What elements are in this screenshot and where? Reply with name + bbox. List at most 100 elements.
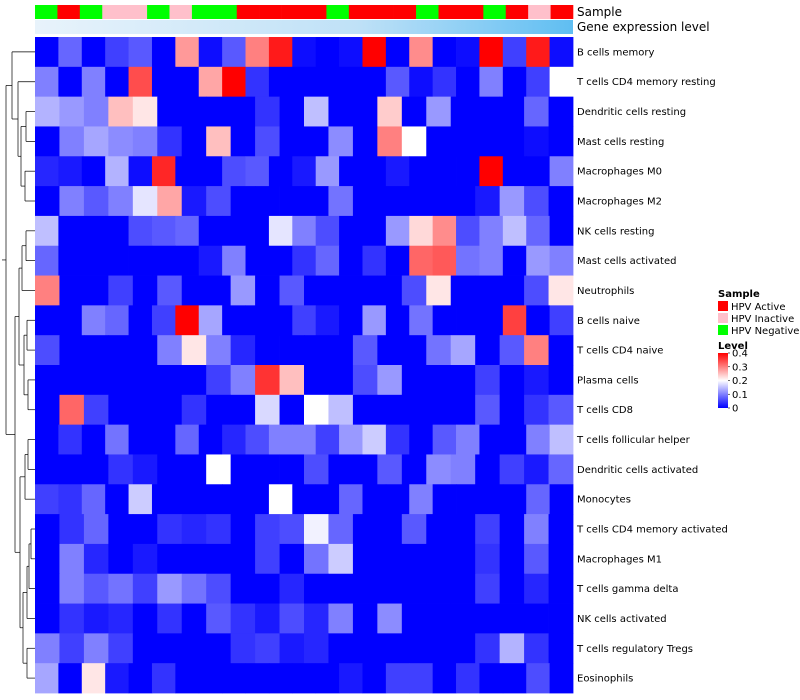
heatmap-cell: [128, 424, 153, 455]
heatmap-cell: [426, 573, 452, 604]
sample-annotation-cell: [326, 5, 350, 19]
heatmap-cell: [59, 365, 85, 396]
heatmap-cell: [401, 186, 427, 217]
heatmap-cell: [245, 484, 270, 515]
heatmap-cell: [83, 186, 109, 217]
heatmap-cell: [304, 573, 329, 604]
heatmap-cell: [255, 186, 280, 217]
heatmap-cell: [268, 37, 293, 68]
legend-swatch-hpv-inactive: [718, 313, 728, 323]
heatmap-cell: [328, 514, 354, 545]
heatmap-cell: [549, 663, 574, 694]
heatmap-cell: [456, 305, 480, 336]
heatmap-cell: [426, 543, 452, 575]
legend-label-hpv-active: HPV Active: [731, 302, 786, 313]
heatmap-cell: [502, 305, 527, 336]
heatmap-cell: [206, 514, 232, 545]
heatmap-cell: [362, 37, 387, 68]
heatmap-cell: [456, 66, 480, 98]
heatmap-cell: [479, 215, 504, 247]
column-annotations: [35, 5, 574, 34]
heatmap-cell: [499, 275, 525, 306]
heatmap-cell: [315, 156, 340, 187]
heatmap-cell: [401, 603, 427, 634]
heatmap-cell: [548, 603, 574, 634]
heatmap-cell: [475, 365, 501, 396]
heatmap-cell: [426, 335, 452, 366]
heatmap-cell: [198, 663, 223, 694]
heatmap-cell: [524, 603, 549, 634]
heatmap-cell: [132, 186, 158, 217]
level-tick-label: 0.3: [732, 362, 748, 373]
heatmap-cell: [526, 484, 551, 515]
heatmap-cell: [128, 484, 153, 515]
sample-annotation-cell: [483, 5, 507, 19]
sample-annotation-cell: [460, 5, 484, 19]
heatmap-cell: [328, 573, 354, 604]
heatmap-cell: [157, 633, 183, 664]
heatmap-cell: [456, 484, 480, 515]
heatmap-cell: [132, 365, 158, 396]
heatmap-cell: [524, 454, 549, 485]
heatmap-cell: [35, 96, 60, 127]
row-label: T cells CD4 memory activated: [576, 525, 728, 536]
heatmap-cell: [35, 365, 60, 396]
heatmap-cell: [83, 603, 109, 634]
heatmap-cell: [475, 454, 501, 485]
heatmap-cell: [83, 514, 109, 545]
sample-annotation-cell: [393, 5, 417, 19]
heatmap-cell: [377, 573, 403, 604]
heatmap-cell: [245, 663, 270, 694]
heatmap-cell: [59, 394, 85, 426]
heatmap-cell: [352, 96, 378, 127]
annotation-label-expression: Gene expression level: [577, 20, 710, 34]
sample-annotation-cell: [35, 5, 58, 19]
heatmap-cell: [549, 305, 574, 336]
heatmap-cell: [81, 215, 106, 247]
heatmap-cell: [401, 275, 427, 306]
heatmap-cell: [83, 633, 109, 664]
heatmap-cell: [479, 424, 504, 455]
heatmap-cell: [83, 454, 109, 485]
heatmap-cell: [526, 305, 551, 336]
heatmap-cell: [58, 305, 83, 336]
heatmap-cell: [502, 215, 527, 247]
heatmap-cell: [475, 514, 501, 545]
heatmap-cell: [450, 126, 476, 157]
heatmap-cell: [128, 66, 153, 98]
heatmap-cell: [502, 245, 527, 276]
heatmap-cell: [524, 186, 549, 217]
heatmap-cell: [409, 305, 434, 336]
heatmap-cell: [304, 186, 329, 217]
heatmap-cell: [222, 484, 246, 515]
heatmap-cell: [304, 454, 329, 485]
heatmap-cell: [181, 394, 207, 426]
heatmap-cell: [255, 633, 280, 664]
heatmap-cell: [479, 305, 504, 336]
heatmap-cell: [58, 215, 83, 247]
heatmap-cell: [377, 603, 403, 634]
heatmap-cell: [81, 66, 106, 98]
heatmap-cell: [108, 573, 134, 604]
heatmap-cell: [456, 424, 480, 455]
heatmap-cell: [268, 66, 293, 98]
row-label: T cells CD4 memory resting: [576, 77, 716, 88]
heatmap-cell: [549, 37, 574, 68]
heatmap-cell: [409, 245, 434, 276]
heatmap-cells: [35, 37, 574, 694]
heatmap-cell: [475, 543, 501, 575]
heatmap-cell: [401, 454, 427, 485]
heatmap-cell: [59, 275, 85, 306]
heatmap-cell: [549, 215, 574, 247]
heatmap-cell: [524, 275, 549, 306]
sample-annotation-cell: [169, 5, 193, 19]
heatmap-cell: [108, 514, 134, 545]
heatmap-cell: [59, 96, 85, 127]
heatmap-cell: [362, 305, 387, 336]
heatmap-cell: [230, 603, 256, 634]
heatmap-cell: [362, 66, 387, 98]
heatmap-cell: [339, 37, 363, 68]
heatmap-cell: [255, 454, 280, 485]
heatmap-cell: [35, 305, 59, 336]
heatmap-cell: [315, 245, 340, 276]
